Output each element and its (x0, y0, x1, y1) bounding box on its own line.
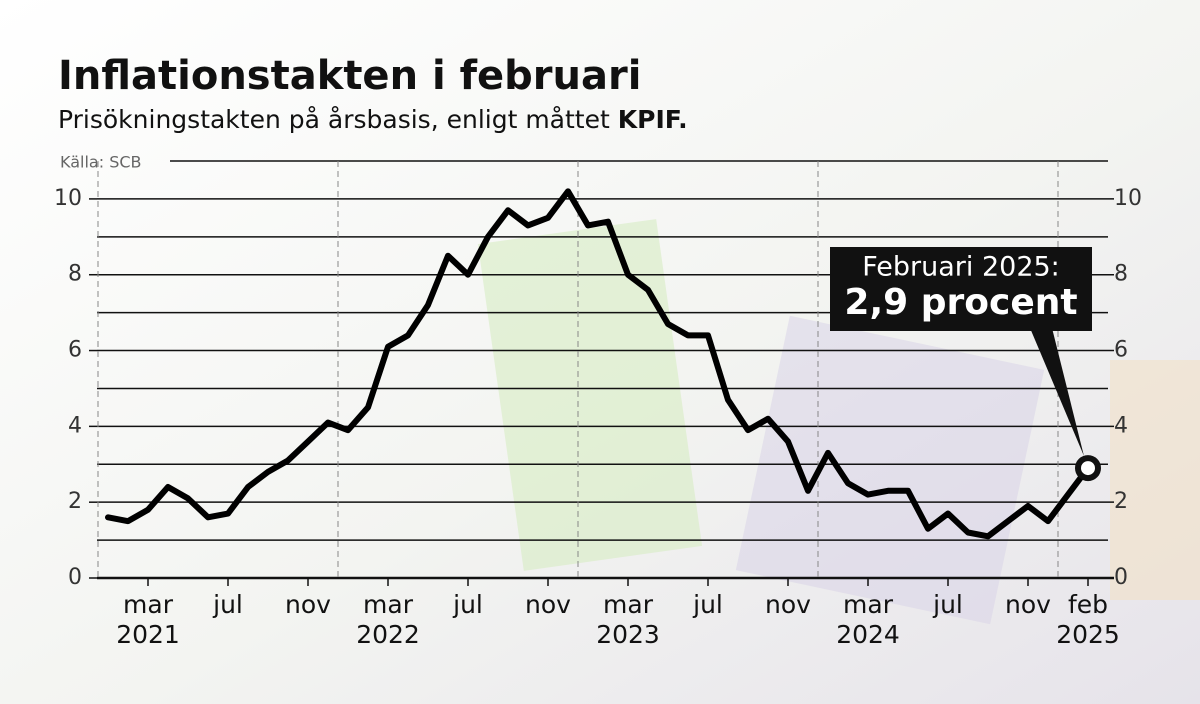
x-year-label: 2023 (596, 620, 660, 649)
y-tick-label: 4 (1114, 413, 1128, 438)
subtitle-text: Prisökningstakten på årsbasis, enligt må… (58, 105, 610, 134)
y-tick-label: 6 (1114, 338, 1128, 363)
y-tick-label: 4 (68, 413, 82, 438)
background-decoration (735, 315, 1045, 625)
x-tick-label: mar (363, 590, 414, 619)
background-decoration (1110, 360, 1200, 600)
x-tick-label: nov (285, 590, 331, 619)
source: Källa: SCB (60, 153, 142, 172)
y-tick-label: 10 (54, 186, 82, 211)
chart-subtitle: Prisökningstakten på årsbasis, enligt må… (58, 105, 688, 134)
x-tick-label: jul (212, 590, 243, 619)
y-tick-label: 0 (68, 565, 82, 590)
x-tick-label: nov (525, 590, 571, 619)
annotation-title: Februari 2025: (862, 252, 1060, 283)
data-line (105, 188, 1091, 540)
x-tick-label: nov (1005, 590, 1051, 619)
y-tick-label: 10 (1114, 186, 1142, 211)
x-tick-label: feb (1068, 590, 1108, 619)
x-year-label: 2022 (356, 620, 420, 649)
x-tick-label: mar (603, 590, 654, 619)
y-tick-label: 2 (1114, 489, 1128, 514)
x-year-label: 2024 (836, 620, 900, 649)
subtitle-emphasis: KPIF. (618, 105, 688, 134)
chart-title: Inflationstakten i februari (58, 53, 641, 99)
x-tick-label: jul (932, 590, 963, 619)
point-marker (1075, 455, 1101, 482)
x-tick-label: nov (765, 590, 811, 619)
y-tick-label: 8 (1114, 262, 1128, 287)
annotation-pointer (1030, 328, 1084, 457)
x-year-label: 2025 (1056, 620, 1120, 649)
y-tick-label: 8 (68, 262, 82, 287)
y-tick-label: 2 (68, 489, 82, 514)
y-tick-label: 6 (68, 338, 82, 363)
annotation-box (830, 247, 1092, 331)
x-tick-label: jul (452, 590, 483, 619)
annotation-text: 2,9 procent (844, 282, 1077, 323)
y-tick-label: 0 (1114, 565, 1128, 590)
x-tick-label: mar (843, 590, 894, 619)
x-tick-label: jul (692, 590, 723, 619)
background-decoration (477, 219, 703, 571)
x-year-label: 2021 (116, 620, 180, 649)
x-tick-label: mar (123, 590, 174, 619)
